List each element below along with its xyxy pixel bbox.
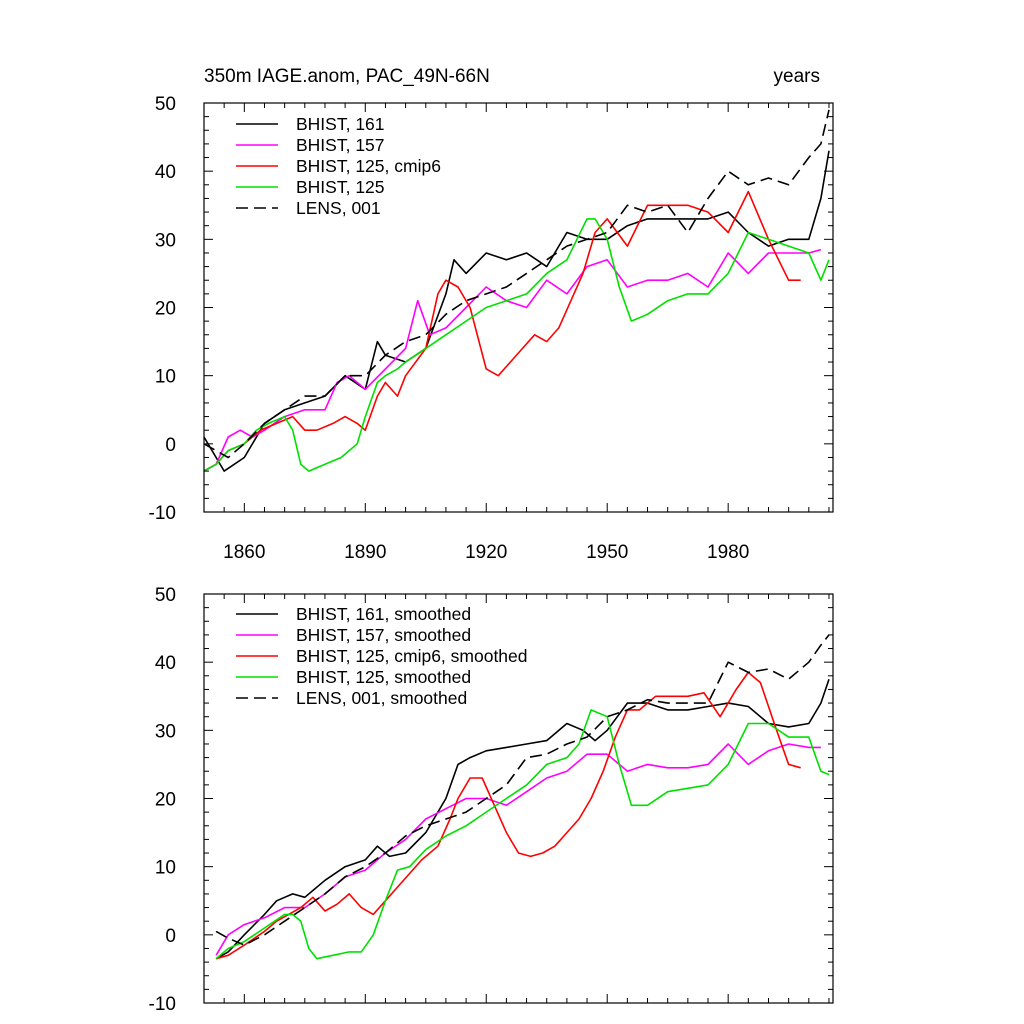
x-tick-label: 1890 — [344, 542, 386, 563]
series-line-4 — [215, 634, 830, 946]
legend-entry: BHIST, 125, cmip6, smoothed — [296, 646, 528, 666]
legend-entry: BHIST, 161, smoothed — [296, 604, 471, 624]
x-tick-label: 1860 — [223, 542, 265, 563]
legend-entry: BHIST, 125, cmip6 — [296, 156, 441, 176]
y-tick-label: 10 — [155, 858, 176, 879]
y-tick-label: 0 — [165, 926, 176, 947]
y-tick-label: -10 — [149, 503, 176, 524]
series-line-1 — [215, 743, 821, 956]
panel-top: 350m IAGE.anom, PAC_49N-66N years 1860 18… — [149, 66, 834, 563]
legend-entry: LENS, 001 — [296, 198, 381, 218]
panel-bottom-frame — [203, 593, 834, 1004]
panel-top-title-right: years — [774, 66, 820, 87]
x-tick-label: 1950 — [586, 542, 628, 563]
legend-entry: BHIST, 125 — [296, 177, 385, 197]
y-tick-label: 40 — [155, 653, 176, 674]
legend-entry: LENS, 001, smoothed — [296, 688, 467, 708]
series-line-2 — [215, 671, 801, 960]
series-line-3 — [204, 218, 830, 472]
y-tick-label: 50 — [155, 94, 176, 115]
y-tick-label: 10 — [155, 367, 176, 388]
series-line-2 — [204, 190, 801, 472]
y-tick-label: 50 — [155, 585, 176, 606]
legend-entry: BHIST, 157 — [296, 135, 385, 155]
legend-entry: BHIST, 161 — [296, 114, 385, 134]
series-line-0 — [215, 678, 830, 960]
legend-entry: BHIST, 125, smoothed — [296, 667, 471, 687]
y-tick-label: 20 — [155, 790, 176, 811]
panel-top-title-left: 350m IAGE.anom, PAC_49N-66N — [204, 66, 490, 87]
series-line-4 — [204, 109, 830, 459]
y-tick-label: 30 — [155, 230, 176, 251]
y-tick-label: 0 — [165, 435, 176, 456]
y-tick-label: 20 — [155, 299, 176, 320]
y-tick-label: -10 — [149, 994, 176, 1015]
x-tick-label: 1980 — [707, 542, 749, 563]
series-line-3 — [215, 709, 830, 960]
x-tick-label: 1920 — [465, 542, 507, 563]
legend-entry: BHIST, 157, smoothed — [296, 625, 471, 645]
y-tick-label: 40 — [155, 162, 176, 183]
y-tick-label: 30 — [155, 721, 176, 742]
panel-top-frame — [203, 102, 834, 513]
